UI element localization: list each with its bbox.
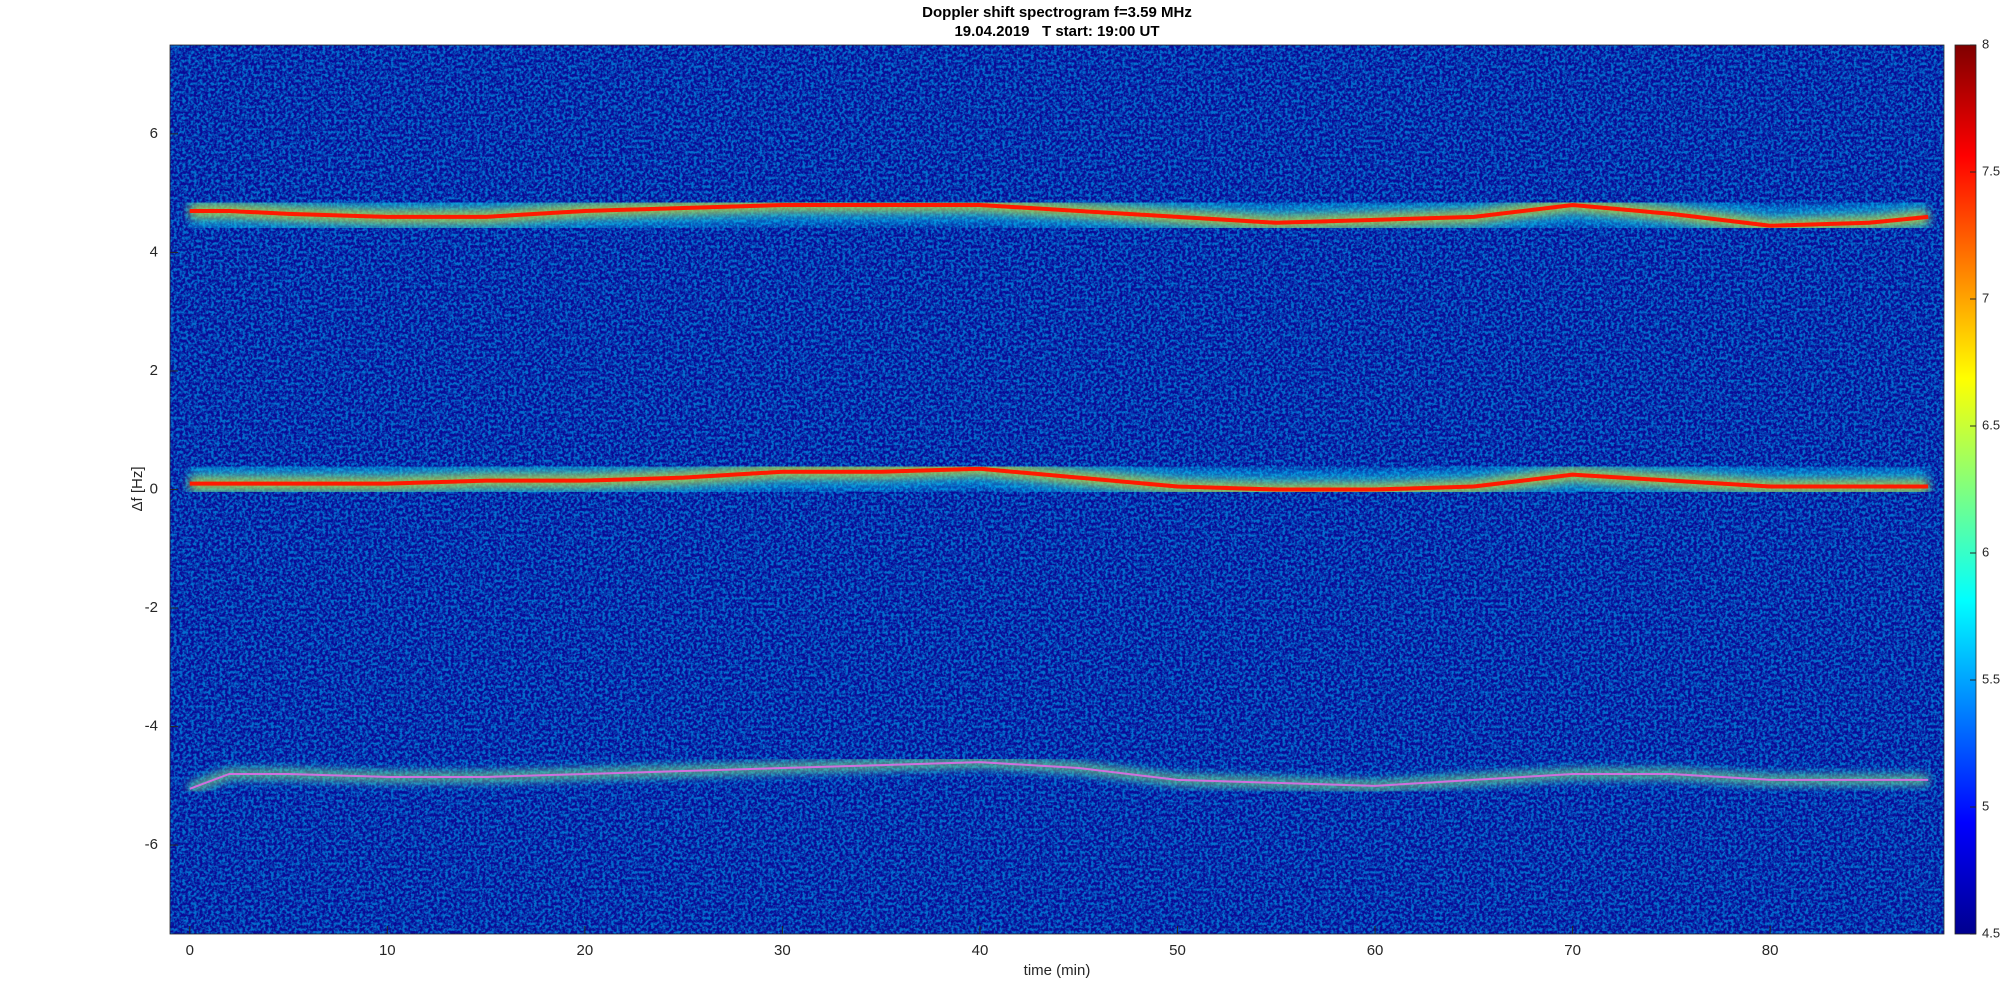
y-tick-label: 2 <box>150 362 158 379</box>
x-tick-label: 0 <box>186 942 194 959</box>
x-tick-label: 50 <box>1169 942 1186 959</box>
y-tick-label: 6 <box>150 125 158 142</box>
y-tick-label: -6 <box>145 836 158 853</box>
colorbar-tick-label: 5 <box>1982 798 1989 813</box>
y-tick-label: 4 <box>150 243 158 260</box>
chart-subtitle: 19.04.2019 T start: 19:00 UT <box>954 23 1159 40</box>
y-tick-label: -4 <box>145 718 158 735</box>
x-axis-label: time (min) <box>1024 962 1091 979</box>
y-tick-label: -2 <box>145 599 158 616</box>
x-tick-label: 60 <box>1367 942 1384 959</box>
x-tick-label: 40 <box>972 942 989 959</box>
x-tick-label: 80 <box>1762 942 1779 959</box>
colorbar-tick-label: 5.5 <box>1982 671 2000 686</box>
x-tick-label: 30 <box>774 942 791 959</box>
colorbar-tick-label: 7.5 <box>1982 163 2000 178</box>
trace-line <box>189 203 1929 228</box>
colorbar <box>1954 44 1977 935</box>
x-tick-label: 10 <box>379 942 396 959</box>
y-axis-label: Δf [Hz] <box>129 466 146 511</box>
x-tick-label: 20 <box>577 942 594 959</box>
colorbar-tick-label: 6.5 <box>1982 417 2000 432</box>
chart-title: Doppler shift spectrogram f=3.59 MHz <box>922 4 1192 21</box>
x-tick-label: 70 <box>1564 942 1581 959</box>
trace-line <box>189 466 1929 492</box>
trace-line <box>189 761 1929 790</box>
y-tick-label: 0 <box>150 480 158 497</box>
colorbar-tick-label: 7 <box>1982 290 1989 305</box>
plot-frame <box>169 44 1945 935</box>
colorbar-tick-label: 8 <box>1982 36 1989 51</box>
colorbar-tick-label: 6 <box>1982 544 1989 559</box>
traces <box>187 184 1931 796</box>
colorbar-tick-label: 4.5 <box>1982 925 2000 940</box>
